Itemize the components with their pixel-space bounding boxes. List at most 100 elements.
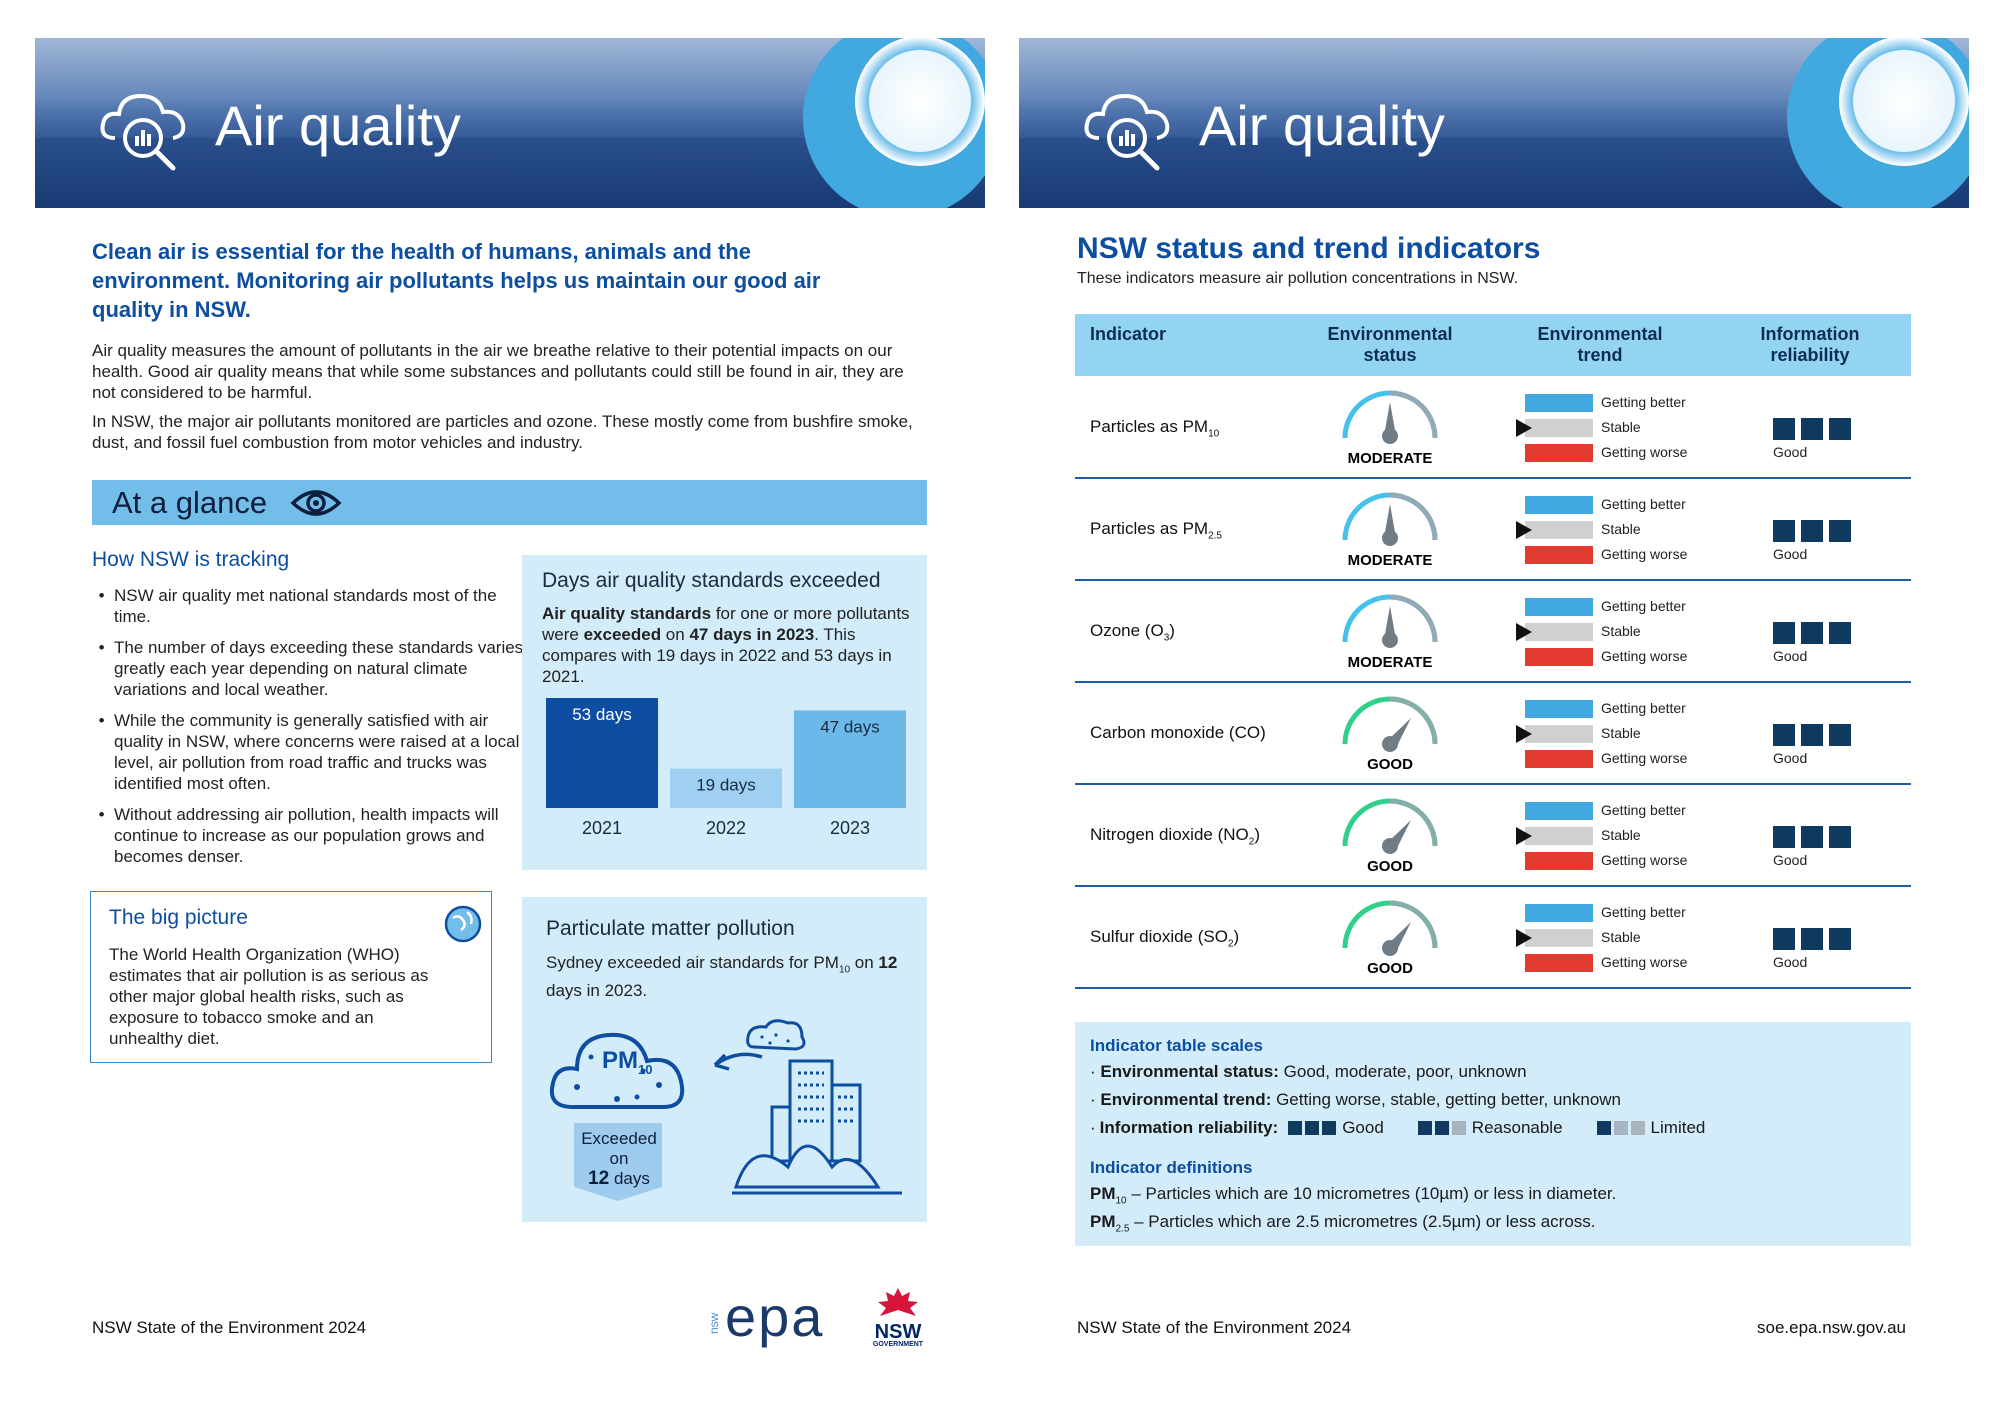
bar-value-label: 19 days [696, 776, 756, 795]
row-divider [1075, 681, 1911, 683]
pm-cloud-label: PM10 [602, 1047, 653, 1077]
particulate-panel: Particulate matter pollution Sydney exce… [522, 897, 927, 1222]
sydney-city-illustration [732, 1019, 902, 1195]
big-picture-box: The big picture The World Health Organiz… [90, 891, 492, 1063]
row-divider [1075, 987, 1911, 989]
intro-para-1: Air quality measures the amount of pollu… [92, 341, 904, 402]
tracking-bullets: NSW air quality met national standards m… [92, 585, 524, 877]
header-trend: Environmental trend [1537, 324, 1663, 365]
indicators-title: NSW status and trend indicators [1077, 232, 1541, 265]
status-gauge-icon [1342, 696, 1438, 752]
pm-panel-text: Sydney exceeded air standards for PM10 o… [546, 953, 898, 1001]
eye-icon [290, 490, 342, 516]
days-bar-chart: 53 days 2021 19 days 2022 47 days 2023 [546, 698, 906, 838]
indicator-label: Ozone (O3) [1090, 621, 1175, 644]
reliability-square [1773, 826, 1795, 848]
trend-pointer-icon [1516, 725, 1532, 743]
scale-trend: · Environmental trend: Getting worse, st… [1090, 1090, 1622, 1109]
list-item: The number of days exceeding these stand… [114, 637, 524, 700]
rel-good-squares [1288, 1121, 1337, 1135]
header-reliability: Information reliability [1760, 324, 1860, 365]
trend-label-stable: Stable [1601, 419, 1641, 435]
at-a-glance-bar: At a glance [92, 480, 927, 525]
reliability-square [1829, 418, 1851, 440]
trend-pointer-icon [1516, 521, 1532, 539]
trend-worse-bar [1525, 444, 1593, 462]
indicator-table-header [1075, 314, 1911, 376]
left-footer: NSW State of the Environment 2024 [92, 1318, 367, 1337]
aboriginal-art-badge [803, 38, 985, 208]
intro-para-2: In NSW, the major air pollutants monitor… [92, 412, 913, 452]
trend-stable-bar [1525, 419, 1593, 437]
trend-stable-bar [1525, 521, 1593, 539]
trend-label-stable: Stable [1601, 623, 1641, 639]
indicators-subtitle: These indicators measure air pollution c… [1077, 270, 1519, 287]
scale-reliability: · Information reliability: Good Reasonab… [1090, 1118, 1706, 1137]
trend-pointer-icon [1516, 827, 1532, 845]
trend-pointer-icon [1516, 623, 1532, 641]
header-status: Environmental status [1327, 324, 1453, 365]
trend-worse-bar [1525, 954, 1593, 972]
def-pm25: PM2.5 – Particles which are 2.5 micromet… [1090, 1212, 1596, 1235]
status-label: MODERATE [1347, 450, 1433, 467]
trend-label-stable: Stable [1601, 929, 1641, 945]
trend-label-better: Getting better [1601, 802, 1686, 818]
status-gauge-icon [1342, 390, 1438, 444]
right-banner: Air quality [1019, 38, 1969, 208]
reliability-square [1773, 622, 1795, 644]
trend-stable-bar [1525, 725, 1593, 743]
trend-better-bar [1525, 802, 1593, 820]
row-divider [1075, 885, 1911, 887]
trend-stable-bar [1525, 827, 1593, 845]
rel-reasonable-squares [1417, 1121, 1466, 1135]
row-divider [1075, 783, 1911, 785]
trend-label-stable: Stable [1601, 725, 1641, 741]
indicator-label: Particles as PM2.5 [1090, 519, 1222, 542]
trend-worse-bar [1525, 648, 1593, 666]
bar-2022 [670, 768, 782, 808]
trend-label-stable: Stable [1601, 521, 1641, 537]
trend-stable-bar [1525, 929, 1593, 947]
status-label: MODERATE [1347, 552, 1433, 569]
trend-label-worse: Getting worse [1601, 852, 1688, 868]
reliability-square [1829, 928, 1851, 950]
reliability-square [1773, 520, 1795, 542]
trend-label-worse: Getting worse [1601, 444, 1688, 460]
trend-label-worse: Getting worse [1601, 648, 1688, 664]
waratah-icon [878, 1288, 918, 1316]
scales-box: Indicator table scales · Environmental s… [1075, 1022, 1911, 1246]
def-pm10: PM10 – Particles which are 10 micrometre… [1090, 1184, 1617, 1207]
days-panel-text: Air quality standards for one or more po… [542, 604, 910, 686]
trend-label-better: Getting better [1601, 700, 1686, 716]
trend-worse-bar [1525, 750, 1593, 768]
reliability-label: Good [1773, 648, 1808, 664]
big-picture-title: The big picture [109, 906, 248, 929]
trend-worse-bar [1525, 546, 1593, 564]
days-exceeded-panel: Days air quality standards exceeded Air … [522, 555, 927, 870]
nsw-government-logo: NSW GOVERNMENT [866, 1286, 930, 1352]
reliability-square [1801, 826, 1823, 848]
intro-heading: Clean air is essential for the health of… [92, 239, 821, 322]
reliability-square [1773, 724, 1795, 746]
rel-limited-squares [1596, 1121, 1645, 1135]
trend-better-bar [1525, 700, 1593, 718]
reliability-square [1801, 520, 1823, 542]
indicator-label: Carbon monoxide (CO) [1090, 723, 1266, 742]
pm-exceeded-label: Exceeded on 12 days [581, 1129, 657, 1189]
trend-label-better: Getting better [1601, 394, 1686, 410]
trend-better-bar [1525, 496, 1593, 514]
indicator-label: Nitrogen dioxide (NO2) [1090, 825, 1260, 848]
cloud-search-icon [1079, 76, 1179, 181]
reliability-square [1829, 826, 1851, 848]
reliability-label: Good [1773, 852, 1808, 868]
bar-2023 [794, 710, 906, 808]
indicator-label: Sulfur dioxide (SO2) [1090, 927, 1240, 950]
trend-better-bar [1525, 598, 1593, 616]
status-gauge-icon [1342, 798, 1438, 854]
website-link[interactable]: soe.epa.nsw.gov.au [1757, 1318, 1907, 1337]
aboriginal-art-badge [1787, 38, 1969, 208]
right-footer: NSW State of the Environment 2024 [1077, 1318, 1352, 1337]
trend-label-worse: Getting worse [1601, 546, 1688, 562]
left-banner: Air quality [35, 38, 985, 208]
trend-label-worse: Getting worse [1601, 750, 1688, 766]
